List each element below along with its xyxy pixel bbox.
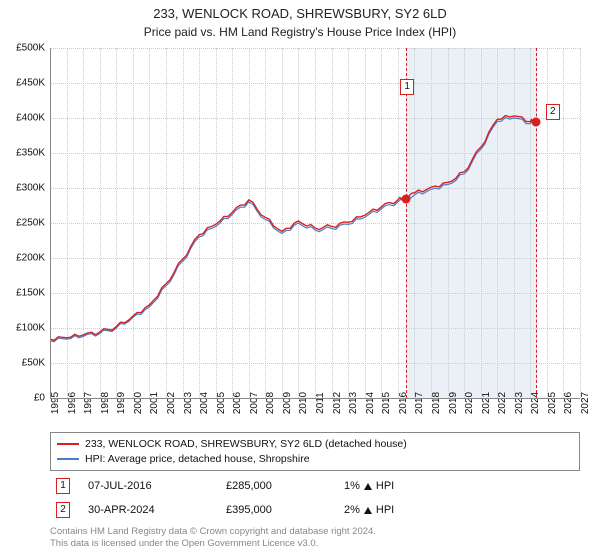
sale-price: £395,000: [226, 504, 326, 516]
sale-row-1: 1 07-JUL-2016 £285,000 1%HPI: [50, 474, 580, 498]
arrow-up-icon: [364, 507, 372, 514]
legend-box: 233, WENLOCK ROAD, SHREWSBURY, SY2 6LD (…: [50, 432, 580, 471]
y-axis-label: £500K: [0, 43, 45, 54]
y-axis-label: £150K: [0, 288, 45, 299]
series-hpi: [50, 118, 535, 342]
sale-pct-vs-hpi: 1%HPI: [344, 480, 394, 492]
y-axis-label: £200K: [0, 253, 45, 264]
legend-row: HPI: Average price, detached house, Shro…: [57, 452, 573, 467]
sale-row-marker: 1: [56, 478, 70, 494]
footer-attribution: Contains HM Land Registry data © Crown c…: [50, 526, 580, 550]
chart-subtitle: Price paid vs. HM Land Registry's House …: [0, 23, 600, 43]
chart-container: 233, WENLOCK ROAD, SHREWSBURY, SY2 6LD P…: [0, 0, 600, 560]
y-axis-label: £300K: [0, 183, 45, 194]
sale-date: 30-APR-2024: [88, 504, 208, 516]
series-lines: [50, 48, 580, 398]
arrow-up-icon: [364, 483, 372, 490]
sale-date: 07-JUL-2016: [88, 480, 208, 492]
y-axis-label: £450K: [0, 78, 45, 89]
y-axis-label: £400K: [0, 113, 45, 124]
y-axis-label: £350K: [0, 148, 45, 159]
sale-price: £285,000: [226, 480, 326, 492]
sale-row-marker: 2: [56, 502, 70, 518]
plot-area: £0£50K£100K£150K£200K£250K£300K£350K£400…: [50, 48, 580, 398]
y-axis-label: £100K: [0, 323, 45, 334]
footer-line-1: Contains HM Land Registry data © Crown c…: [50, 526, 580, 538]
legend-label: 233, WENLOCK ROAD, SHREWSBURY, SY2 6LD (…: [85, 437, 407, 452]
sales-table: 1 07-JUL-2016 £285,000 1%HPI 2 30-APR-2024 £39…: [50, 474, 580, 522]
y-axis-label: £50K: [0, 358, 45, 369]
sale-marker-2: [531, 117, 540, 126]
sale-marker-1: [402, 194, 411, 203]
sale-pct-vs-hpi: 2%HPI: [344, 504, 394, 516]
x-axis-label: 2027: [580, 392, 591, 414]
footer-line-2: This data is licensed under the Open Gov…: [50, 538, 580, 550]
legend-swatch: [57, 458, 79, 460]
legend-row: 233, WENLOCK ROAD, SHREWSBURY, SY2 6LD (…: [57, 437, 573, 452]
sale-marker-label-1: 1: [400, 79, 414, 95]
gridline-vertical: [580, 48, 581, 398]
chart-title: 233, WENLOCK ROAD, SHREWSBURY, SY2 6LD: [0, 0, 600, 23]
sale-marker-label-2: 2: [546, 104, 560, 120]
legend-label: HPI: Average price, detached house, Shro…: [85, 452, 310, 467]
y-axis-label: £0: [0, 393, 45, 404]
sale-row-2: 2 30-APR-2024 £395,000 2%HPI: [50, 498, 580, 522]
legend-swatch: [57, 443, 79, 445]
y-axis-label: £250K: [0, 218, 45, 229]
